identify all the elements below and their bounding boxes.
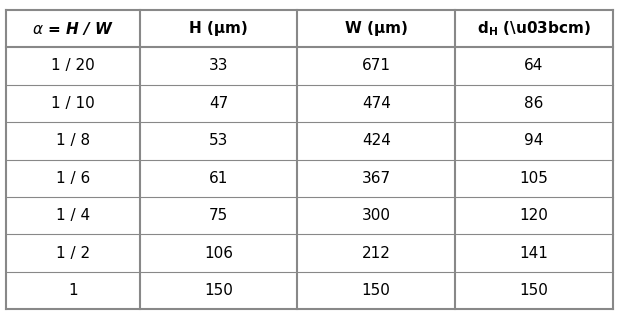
- Text: 61: 61: [209, 171, 228, 186]
- Text: 212: 212: [361, 246, 391, 261]
- Text: 94: 94: [524, 133, 543, 148]
- Text: 53: 53: [209, 133, 228, 148]
- Text: 474: 474: [361, 96, 391, 111]
- Text: 150: 150: [361, 283, 391, 298]
- Text: 1 / 10: 1 / 10: [51, 96, 95, 111]
- Text: 120: 120: [519, 208, 548, 223]
- Text: 150: 150: [519, 283, 548, 298]
- Text: 367: 367: [361, 171, 391, 186]
- Text: 424: 424: [361, 133, 391, 148]
- Text: d$_\mathregular{H}$ (\u03bcm): d$_\mathregular{H}$ (\u03bcm): [477, 19, 591, 38]
- Text: 1 / 8: 1 / 8: [56, 133, 90, 148]
- Text: W (μm): W (μm): [345, 21, 408, 36]
- Text: 1: 1: [68, 283, 78, 298]
- Text: $\alpha$ = H / W: $\alpha$ = H / W: [32, 20, 114, 37]
- Text: 141: 141: [519, 246, 548, 261]
- Text: 671: 671: [361, 58, 391, 73]
- Text: H (μm): H (μm): [189, 21, 248, 36]
- Text: 1 / 2: 1 / 2: [56, 246, 90, 261]
- Text: 86: 86: [524, 96, 543, 111]
- Text: 1 / 6: 1 / 6: [56, 171, 90, 186]
- Text: 75: 75: [209, 208, 228, 223]
- Text: 1 / 20: 1 / 20: [51, 58, 95, 73]
- Text: 1 / 4: 1 / 4: [56, 208, 90, 223]
- Text: 300: 300: [361, 208, 391, 223]
- Text: 150: 150: [204, 283, 233, 298]
- Text: 47: 47: [209, 96, 228, 111]
- Text: 64: 64: [524, 58, 543, 73]
- Text: 106: 106: [204, 246, 233, 261]
- Text: 105: 105: [519, 171, 548, 186]
- Text: 33: 33: [209, 58, 228, 73]
